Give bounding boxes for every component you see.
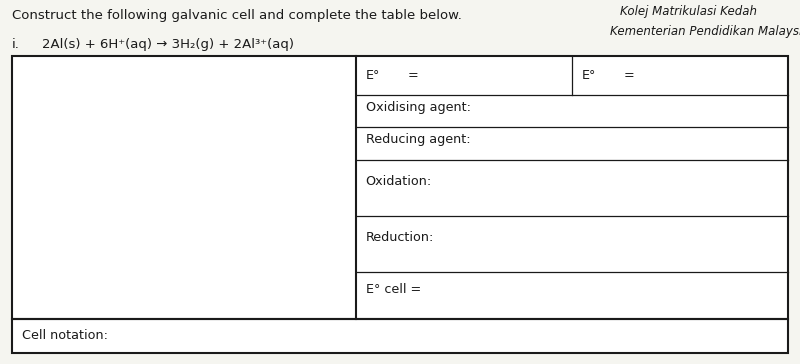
- Text: Cell notation:: Cell notation:: [22, 329, 107, 342]
- Text: Construct the following galvanic cell and complete the table below.: Construct the following galvanic cell an…: [12, 9, 462, 22]
- Bar: [12, 318, 788, 353]
- Text: Oxidising agent:: Oxidising agent:: [366, 100, 470, 114]
- Text: Reduction:: Reduction:: [366, 231, 434, 244]
- Text: Reducing agent:: Reducing agent:: [366, 133, 470, 146]
- Bar: [12, 56, 788, 318]
- Text: Kolej Matrikulasi Kedah: Kolej Matrikulasi Kedah: [620, 5, 757, 19]
- Text: i.: i.: [12, 38, 20, 51]
- Text: E°: E°: [582, 69, 596, 82]
- Text: Oxidation:: Oxidation:: [366, 175, 432, 188]
- FancyBboxPatch shape: [12, 318, 788, 353]
- Text: 2Al(s) + 6H⁺(aq) → 3H₂(g) + 2Al³⁺(aq): 2Al(s) + 6H⁺(aq) → 3H₂(g) + 2Al³⁺(aq): [42, 38, 294, 51]
- Text: Kementerian Pendidikan Malaysia: Kementerian Pendidikan Malaysia: [610, 25, 800, 39]
- Text: =: =: [408, 69, 418, 82]
- Text: E° cell =: E° cell =: [366, 283, 421, 296]
- Text: =: =: [624, 69, 634, 82]
- Text: E°: E°: [366, 69, 380, 82]
- FancyBboxPatch shape: [12, 56, 788, 318]
